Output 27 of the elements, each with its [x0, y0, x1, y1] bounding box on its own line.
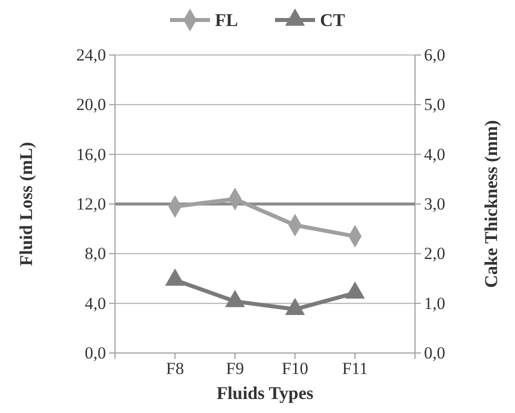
y2-tick-label: 3,0	[424, 194, 446, 214]
y-tick-label: 20,0	[76, 95, 106, 114]
y2-tick-label: 4,0	[424, 144, 446, 164]
x-tick-label: F10	[282, 359, 308, 378]
y2-axis-title: Cake Thickness (mm)	[481, 120, 501, 288]
point	[165, 268, 185, 286]
y2-tick-label: 5,0	[424, 95, 446, 114]
legend-label: CT	[320, 10, 346, 30]
y2-tick-label: 2,0	[424, 244, 446, 264]
x-axis-title: Fluids Types	[216, 383, 314, 403]
y-tick-label: 16,0	[76, 144, 106, 164]
y-tick-label: 4,0	[84, 294, 106, 313]
x-tick-label: F8	[166, 359, 184, 378]
y-tick-label: 12,0	[76, 194, 106, 214]
y2-tick-label: 1,0	[424, 294, 446, 313]
y2-tick-label: 0,0	[424, 343, 446, 362]
x-tick-label: F11	[342, 359, 368, 378]
point	[285, 298, 305, 316]
y-tick-label: 8,0	[84, 244, 106, 264]
point	[225, 290, 245, 308]
y-axis-title: Fluid Loss (mL)	[16, 142, 36, 266]
x-tick-label: F9	[226, 359, 244, 378]
y2-tick-label: 6,0	[424, 45, 446, 64]
legend-label: FL	[215, 10, 238, 30]
point	[345, 281, 365, 299]
y-tick-label: 0,0	[84, 343, 106, 362]
y-tick-label: 24,0	[76, 45, 106, 64]
